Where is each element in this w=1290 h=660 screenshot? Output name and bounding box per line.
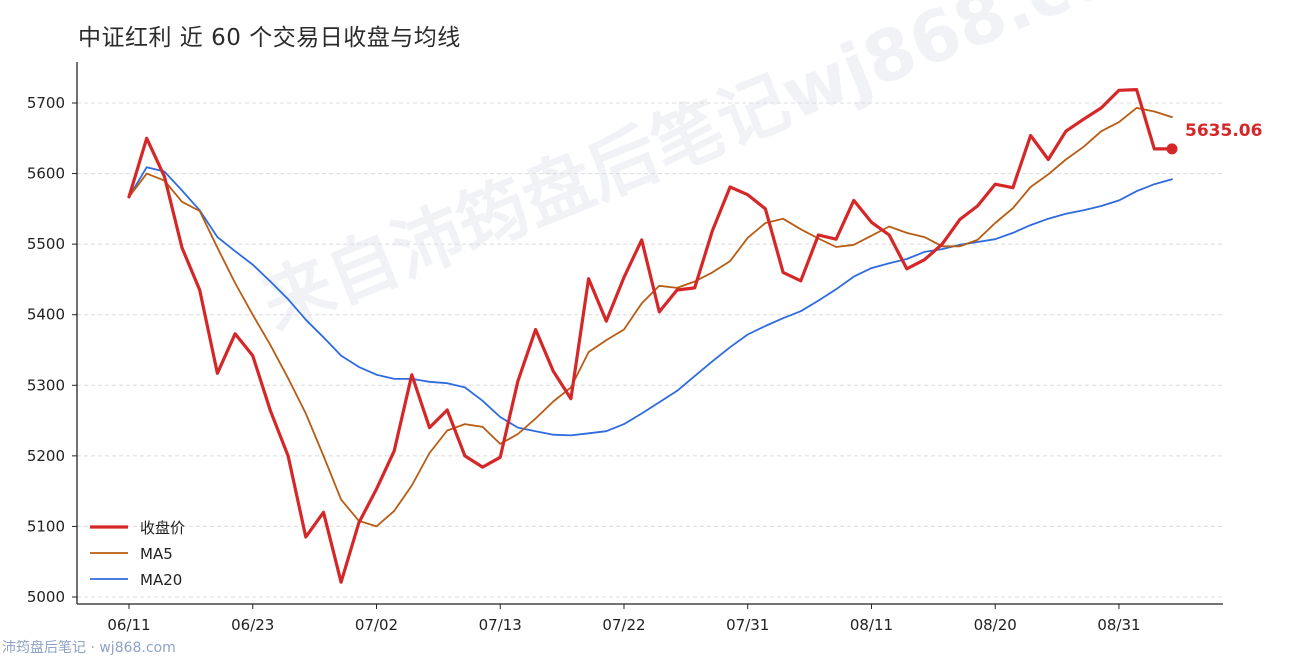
last-value-label: 5635.06 — [1185, 121, 1262, 141]
x-tick-label: 07/22 — [602, 616, 645, 634]
y-tick-label: 5300 — [27, 376, 65, 394]
x-tick-label: 08/31 — [1097, 616, 1140, 634]
watermark-text: 来自沛筠盘后笔记wj868.com — [251, 0, 1194, 346]
legend-label: MA5 — [140, 545, 173, 563]
x-tick-label: 08/11 — [850, 616, 893, 634]
series-line-close — [127, 87, 1174, 584]
y-tick-label: 5000 — [27, 588, 65, 606]
chart-title: 中证红利 近 60 个交易日收盘与均线 — [78, 25, 461, 51]
x-tick-label: 08/20 — [974, 616, 1017, 634]
x-tick-label: 07/02 — [355, 616, 398, 634]
footer-watermark: 沛筠盘后笔记 · wj868.com — [2, 640, 176, 656]
y-tick-label: 5600 — [27, 165, 65, 183]
legend-label: 收盘价 — [140, 519, 185, 537]
y-tick-label: 5400 — [27, 306, 65, 324]
legend-label: MA20 — [140, 571, 182, 589]
y-tick-label: 5500 — [27, 235, 65, 253]
series-line-ma20 — [128, 166, 1173, 437]
x-tick-label: 06/23 — [231, 616, 274, 634]
y-tick-label: 5100 — [27, 517, 65, 535]
x-tick-label: 06/11 — [107, 616, 150, 634]
series-line-ma5 — [128, 107, 1173, 528]
x-tick-label: 07/31 — [726, 616, 769, 634]
last-point-marker — [1166, 143, 1178, 155]
x-tick-label: 07/13 — [479, 616, 522, 634]
y-tick-label: 5200 — [27, 447, 65, 465]
y-tick-label: 5700 — [27, 94, 65, 112]
